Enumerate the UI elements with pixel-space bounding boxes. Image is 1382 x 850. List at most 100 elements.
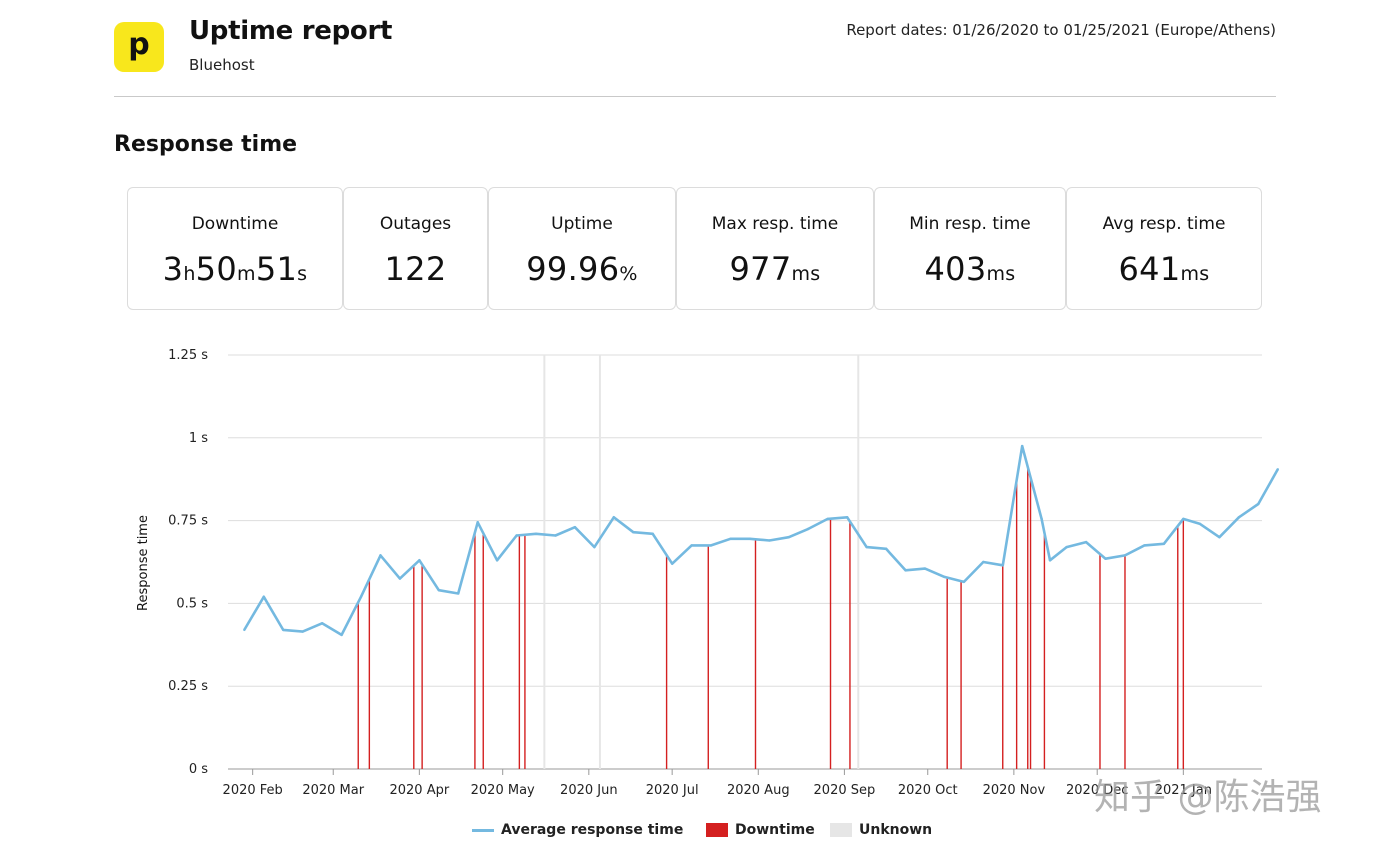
data-point bbox=[1198, 522, 1202, 526]
data-point bbox=[418, 559, 421, 562]
data-point bbox=[495, 559, 499, 562]
data-point bbox=[982, 560, 985, 564]
data-point bbox=[379, 554, 382, 557]
data-point bbox=[398, 577, 402, 580]
page-title: Uptime report bbox=[189, 16, 393, 46]
data-point bbox=[729, 537, 732, 541]
y-axis-label: Response time bbox=[136, 515, 151, 611]
data-point bbox=[632, 530, 635, 534]
stat-unit: m bbox=[237, 263, 256, 285]
data-point bbox=[709, 544, 713, 547]
data-point bbox=[1276, 468, 1279, 471]
legend-unknown-swatch bbox=[830, 823, 852, 837]
data-point bbox=[437, 588, 440, 592]
y-tick-label: 0 s bbox=[189, 762, 208, 777]
data-point bbox=[457, 592, 460, 595]
data-point bbox=[1048, 559, 1052, 562]
data-point bbox=[1237, 516, 1241, 519]
stat-label: Min resp. time bbox=[909, 214, 1031, 234]
stat-unit: ms bbox=[986, 263, 1016, 285]
report-dates: Report dates: 01/26/2020 to 01/25/2021 (… bbox=[846, 21, 1276, 39]
data-point bbox=[845, 516, 849, 519]
stat-value: 122 bbox=[344, 250, 487, 288]
stat-number: 122 bbox=[384, 250, 447, 288]
x-tick-label: 2020 Nov bbox=[983, 783, 1046, 798]
site-name: Bluehost bbox=[189, 56, 255, 74]
logo: p bbox=[114, 22, 164, 72]
data-point bbox=[787, 535, 791, 539]
data-point bbox=[612, 516, 616, 519]
stat-unit: s bbox=[297, 263, 308, 285]
stat-card-max-resp: Max resp. time 977ms bbox=[676, 187, 874, 310]
stat-unit: ms bbox=[1180, 263, 1210, 285]
data-point bbox=[282, 628, 285, 632]
data-point bbox=[1162, 542, 1166, 545]
data-point bbox=[865, 545, 868, 549]
stat-number: 403 bbox=[924, 250, 987, 288]
stat-unit: ms bbox=[791, 263, 821, 285]
data-point bbox=[768, 539, 771, 542]
stat-value: 977ms bbox=[677, 250, 873, 288]
stat-label: Downtime bbox=[191, 214, 279, 234]
data-point bbox=[320, 622, 324, 625]
x-tick-label: 2020 Sep bbox=[814, 783, 876, 798]
stat-card-avg-resp: Avg resp. time 641ms bbox=[1066, 187, 1262, 310]
stat-card-uptime: Uptime 99.96% bbox=[488, 187, 676, 310]
stat-number: 51 bbox=[255, 250, 298, 288]
data-point bbox=[748, 537, 752, 541]
legend-item-average: Average response time bbox=[472, 822, 683, 838]
data-point bbox=[243, 628, 246, 632]
x-tick-label: 2020 Dec bbox=[1066, 783, 1128, 798]
data-point bbox=[884, 547, 888, 550]
stat-unit: % bbox=[619, 263, 638, 285]
data-point bbox=[515, 534, 518, 537]
stat-number: 641 bbox=[1118, 250, 1181, 288]
data-point bbox=[670, 562, 674, 565]
logo-letter: p bbox=[128, 27, 150, 62]
data-point bbox=[1143, 544, 1146, 547]
data-point bbox=[1104, 557, 1107, 560]
data-point bbox=[943, 575, 946, 579]
data-point bbox=[1001, 564, 1004, 567]
stat-value: 99.96% bbox=[489, 250, 675, 288]
x-tick-label: 2020 Feb bbox=[223, 783, 283, 798]
data-point bbox=[962, 580, 966, 584]
y-tick-label: 0.5 s bbox=[176, 596, 208, 611]
data-point bbox=[340, 633, 343, 637]
data-point bbox=[826, 517, 829, 521]
x-tick-label: 2020 Mar bbox=[302, 783, 364, 798]
legend-item-unknown: Unknown bbox=[830, 822, 932, 838]
data-point bbox=[1257, 502, 1260, 506]
watermark: 知乎 @陈浩强 bbox=[1094, 777, 1322, 818]
data-point bbox=[1182, 517, 1185, 521]
data-point bbox=[807, 527, 810, 531]
stat-value: 641ms bbox=[1067, 250, 1261, 288]
x-tick-label: 2020 Apr bbox=[389, 783, 449, 798]
x-tick-label: 2020 Oct bbox=[898, 783, 958, 798]
stat-value: 403ms bbox=[875, 250, 1065, 288]
stat-number: 977 bbox=[729, 250, 792, 288]
x-tick-label: 2020 Aug bbox=[727, 783, 790, 798]
legend-item-downtime: Downtime bbox=[706, 822, 815, 838]
data-point bbox=[476, 521, 479, 524]
y-tick-label: 1 s bbox=[189, 431, 208, 446]
legend-label: Unknown bbox=[859, 822, 933, 838]
data-point bbox=[359, 595, 363, 598]
data-point bbox=[1040, 517, 1043, 521]
data-point bbox=[593, 545, 596, 549]
x-tick-label: 2020 May bbox=[471, 783, 535, 798]
stat-label: Avg resp. time bbox=[1102, 214, 1226, 234]
data-point bbox=[923, 567, 927, 570]
data-point bbox=[1218, 535, 1221, 539]
stat-unit: h bbox=[183, 263, 196, 285]
data-point bbox=[651, 532, 654, 536]
series-line-average-response-time bbox=[243, 444, 1279, 637]
stat-number: 3 bbox=[162, 250, 184, 288]
stat-label: Max resp. time bbox=[711, 214, 839, 234]
x-tick-label: 2020 Jul bbox=[646, 783, 699, 798]
stat-card-downtime: Downtime 3h50m51s bbox=[127, 187, 343, 310]
legend-label: Downtime bbox=[735, 822, 815, 838]
stat-card-min-resp: Min resp. time 403ms bbox=[874, 187, 1066, 310]
legend-downtime-swatch bbox=[706, 823, 728, 837]
